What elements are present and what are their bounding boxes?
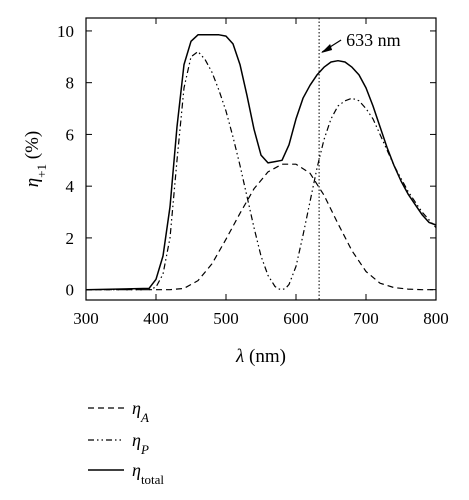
legend-label-symbol: η [132,430,141,450]
legend-label: ηtotal [132,460,164,487]
legend-label-subscript: total [141,472,164,487]
y-axis-label: η+1 (%) [22,131,49,188]
legend-label-subscript: P [140,442,149,457]
legend-label: ηA [132,398,149,425]
plot-frame [85,17,437,301]
series-line--a [86,163,436,291]
y-axis-label-symbol: η [22,178,43,187]
annotation-arrowhead [321,44,333,53]
y-tick-label: 8 [66,74,75,93]
legend-label-symbol: η [132,460,141,480]
series-layer [85,34,437,291]
legend-label-symbol: η [132,398,141,418]
y-tick-label: 10 [57,22,74,41]
plot-border [85,17,437,301]
x-tick-label: 500 [213,309,239,328]
series-line--total [85,34,437,291]
y-axis-label-subscript: +1 [34,164,49,178]
x-axis: 300 400 500 600 700 800 [73,18,449,328]
legend-label: ηP [132,430,149,457]
x-tick-label: 300 [73,309,99,328]
annotation: 633 nm [318,18,401,300]
series-line--p [86,50,437,291]
y-tick-label: 4 [66,177,75,196]
y-tick-label: 2 [66,229,75,248]
x-axis-label-symbol: λ [235,346,244,367]
annotation-label: 633 nm [346,30,401,50]
x-axis-label: λ (nm) [235,346,286,367]
y-axis-label-unit: (%) [22,131,43,164]
x-tick-label: 600 [283,309,309,328]
x-tick-label: 700 [353,309,379,328]
x-tick-label: 800 [423,309,449,328]
x-tick-label: 400 [143,309,169,328]
y-axis: 0 2 4 6 8 10 [57,22,436,300]
y-tick-label: 6 [66,125,75,144]
legend-label-subscript: A [140,410,149,425]
y-tick-label: 0 [66,281,75,300]
x-axis-label-unit: (nm) [244,346,286,367]
